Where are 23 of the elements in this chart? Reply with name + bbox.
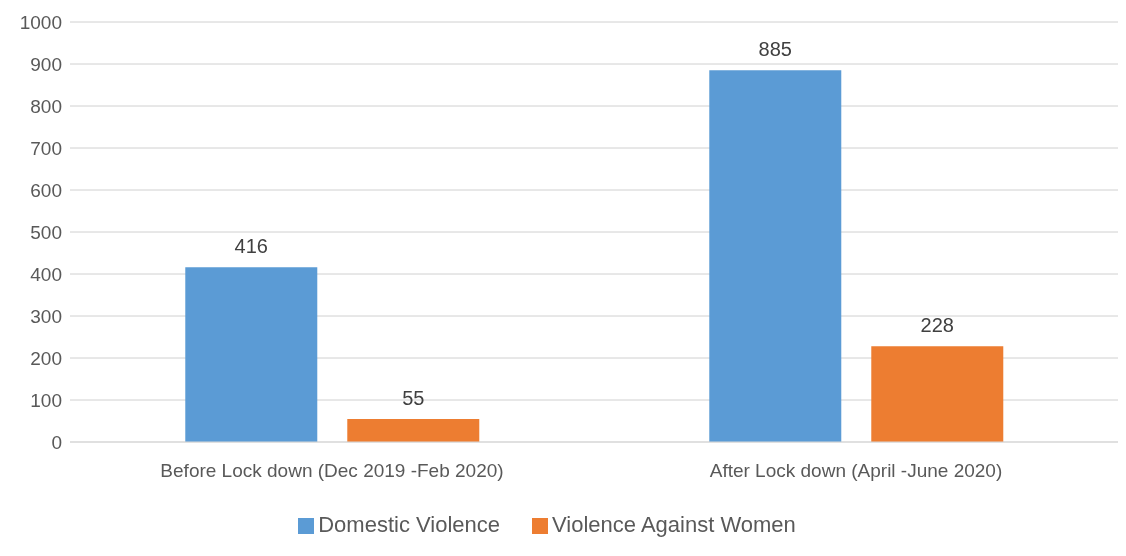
bar bbox=[347, 418, 480, 442]
y-tick-label: 900 bbox=[30, 53, 62, 75]
bar bbox=[709, 70, 842, 442]
y-tick-label: 700 bbox=[30, 137, 62, 159]
legend-label: Violence Against Women bbox=[552, 512, 796, 537]
legend-label: Domestic Violence bbox=[318, 512, 500, 537]
y-tick-label: 200 bbox=[30, 347, 62, 369]
y-tick-label: 100 bbox=[30, 389, 62, 411]
y-tick-label: 800 bbox=[30, 95, 62, 117]
bar bbox=[185, 267, 318, 442]
data-label: 228 bbox=[920, 314, 954, 337]
data-label: 885 bbox=[758, 38, 792, 61]
data-label: 416 bbox=[234, 235, 268, 258]
y-tick-label: 500 bbox=[30, 221, 62, 243]
x-tick-label: Before Lock down (Dec 2019 -Feb 2020) bbox=[160, 460, 504, 482]
data-label: 55 bbox=[402, 386, 425, 409]
y-tick-label: 1000 bbox=[19, 11, 62, 33]
y-tick-label: 400 bbox=[30, 263, 62, 285]
x-tick-label: After Lock down (April -June 2020) bbox=[709, 460, 1003, 482]
y-tick-label: 0 bbox=[51, 431, 62, 453]
y-tick-label: 600 bbox=[30, 179, 62, 201]
y-tick-label: 300 bbox=[30, 305, 62, 327]
bar bbox=[871, 346, 1004, 442]
